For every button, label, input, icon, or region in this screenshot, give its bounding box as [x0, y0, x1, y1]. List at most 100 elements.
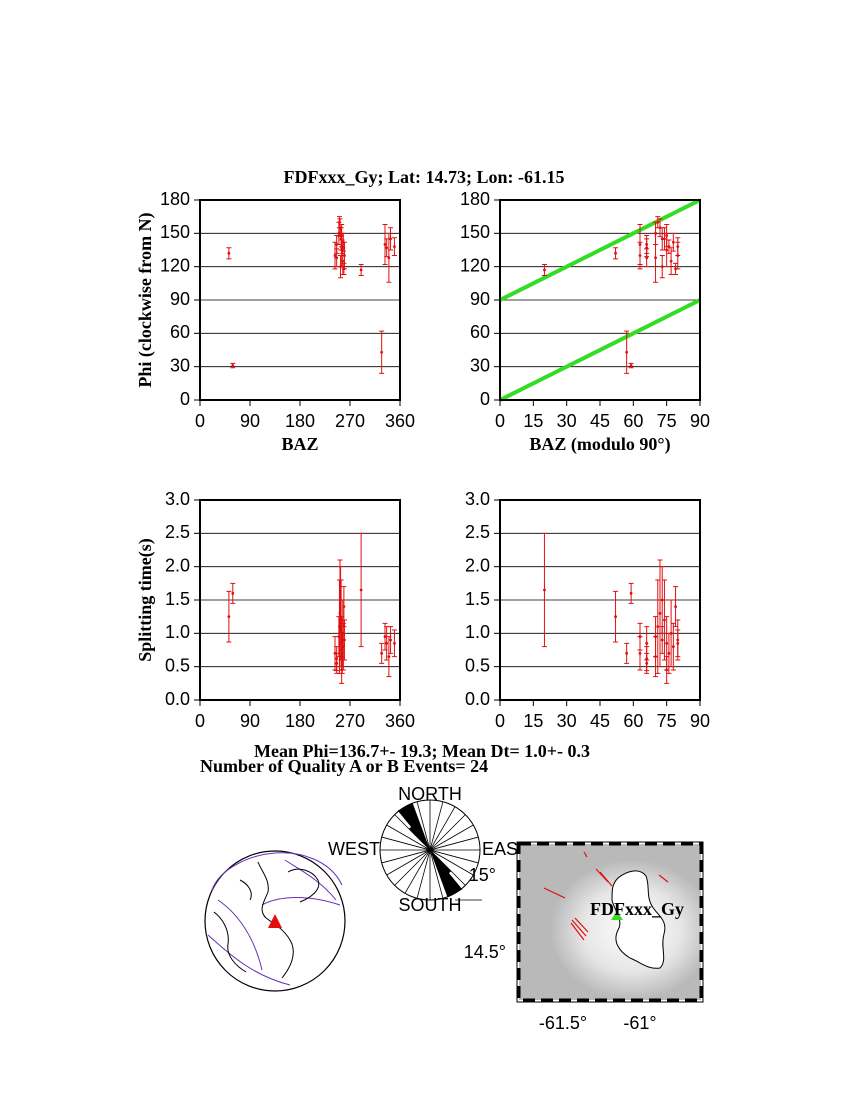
y-tick-label: 120: [160, 255, 190, 275]
data-point: [671, 240, 675, 244]
data-point: [671, 645, 675, 649]
x-tick-label: 90: [240, 711, 260, 731]
data-point: [676, 245, 680, 249]
x-tick-label: 180: [285, 411, 315, 431]
data-point: [654, 256, 657, 260]
rose-wedge: [408, 823, 430, 850]
map-island: [611, 870, 666, 969]
data-point: [340, 234, 344, 237]
y-tick-label: 180: [160, 189, 190, 209]
y-tick-label: 150: [460, 222, 490, 242]
plot-frame: [199, 499, 401, 701]
x-tick-label: 45: [590, 711, 610, 731]
x-axis-label: BAZ (modulo 90°): [529, 434, 670, 455]
y-tick-label: 180: [460, 189, 490, 209]
data-point: [343, 638, 346, 642]
y-tick-label: 60: [170, 322, 190, 342]
y-tick-label: 120: [460, 255, 490, 275]
data-point: [227, 251, 231, 255]
x-axis-label: BAZ: [281, 434, 318, 454]
y-tick-label: 30: [170, 355, 190, 375]
data-point: [543, 268, 546, 272]
rose-diagram: NORTH SOUTH WEST EAST: [328, 784, 529, 915]
data-point: [335, 657, 339, 661]
data-point: [629, 364, 633, 367]
y-tick-label: 90: [470, 289, 490, 309]
y-tick-label: 0: [480, 389, 490, 409]
data-point: [333, 254, 337, 257]
panel: 0.0 0.5 1.0 1.5 2.0 2.5 3.0 0 15 30 45 60 75 90: [465, 489, 710, 731]
data-point: [614, 251, 617, 255]
map-lon-label: -61.5°: [539, 1013, 587, 1033]
x-tick-label: 360: [385, 411, 415, 431]
x-tick-label: 0: [195, 411, 205, 431]
map-lon-label: -61°: [623, 1013, 656, 1033]
x-tick-label: 90: [240, 411, 260, 431]
plot-frame: [199, 199, 401, 401]
map-station: [611, 911, 623, 920]
y-tick-label: 2.0: [465, 555, 490, 575]
data-point: [343, 254, 346, 257]
mean-stats: Mean Phi=136.7+- 19.3; Mean Dt= 1.0+- 0.…: [254, 741, 590, 761]
data-point: [645, 641, 649, 645]
x-tick-label: 75: [657, 711, 677, 731]
rose-west: WEST: [328, 839, 380, 859]
data-point: [393, 641, 396, 645]
y-tick-label: 2.0: [165, 555, 190, 575]
event-count: Number of Quality A or B Events= 24: [200, 756, 488, 776]
x-tick-label: 90: [690, 711, 710, 731]
data-point: [340, 668, 344, 672]
globe-coastlines: [213, 861, 320, 979]
y-tick-label: 0: [180, 389, 190, 409]
data-point: [629, 591, 633, 595]
x-tick-label: 360: [385, 711, 415, 731]
y-tick-label: 0.5: [465, 655, 490, 675]
rose-wedge: [430, 850, 452, 877]
rose-spoke: [416, 801, 444, 899]
x-tick-label: 0: [495, 711, 505, 731]
data-point: [231, 364, 235, 367]
data-point: [660, 598, 664, 602]
plot-frame: [499, 499, 701, 701]
y-tick-label: 2.5: [465, 522, 490, 542]
data-point: [338, 625, 341, 629]
data-point: [359, 268, 363, 272]
rose-spokes: [380, 800, 480, 900]
data-point: [543, 588, 546, 592]
x-tick-label: 45: [590, 411, 610, 431]
data-point: [667, 651, 671, 655]
station-map: FDFxxx_Gy 15° 14.5° -61.5° -61°: [464, 841, 704, 1033]
data-point: [638, 635, 642, 639]
data-point: [338, 220, 341, 224]
data-point: [665, 668, 669, 672]
y-axis-label: Splitting time(s): [135, 538, 156, 662]
data-point: [663, 618, 666, 622]
x-tick-label: 90: [690, 411, 710, 431]
data-point: [625, 651, 629, 655]
data-point: [660, 237, 664, 241]
data-point: [660, 638, 664, 642]
x-tick-label: 60: [623, 411, 643, 431]
map-station-label: FDFxxx_Gy: [590, 899, 684, 919]
data-point: [669, 259, 673, 263]
data-point: [342, 605, 346, 609]
y-tick-label: 3.0: [465, 489, 490, 509]
data-point: [383, 243, 387, 246]
x-tick-label: 270: [335, 411, 365, 431]
globe-station: [268, 914, 282, 928]
y-tick-label: 2.5: [165, 522, 190, 542]
data-point: [674, 605, 677, 609]
data-point: [387, 256, 391, 260]
x-tick-label: 60: [623, 711, 643, 731]
x-tick-label: 180: [285, 711, 315, 731]
y-tick-label: 90: [170, 289, 190, 309]
y-tick-label: 0.0: [165, 689, 190, 709]
panel: 0 30 60 90 120 150 180 0 90 180 270 360 BAZ Phi (cloc…: [135, 189, 415, 454]
data-point: [393, 245, 396, 249]
panel: 0 30 60 90 120 150 180 0 15 30 45 60 75 90 BAZ (modulo…: [460, 189, 710, 455]
panel: 0.0 0.5 1.0 1.5 2.0 2.5 3.0 0 90 180 270 360 Splitti…: [135, 489, 415, 731]
data-point: [645, 657, 649, 661]
data-point: [614, 615, 617, 619]
